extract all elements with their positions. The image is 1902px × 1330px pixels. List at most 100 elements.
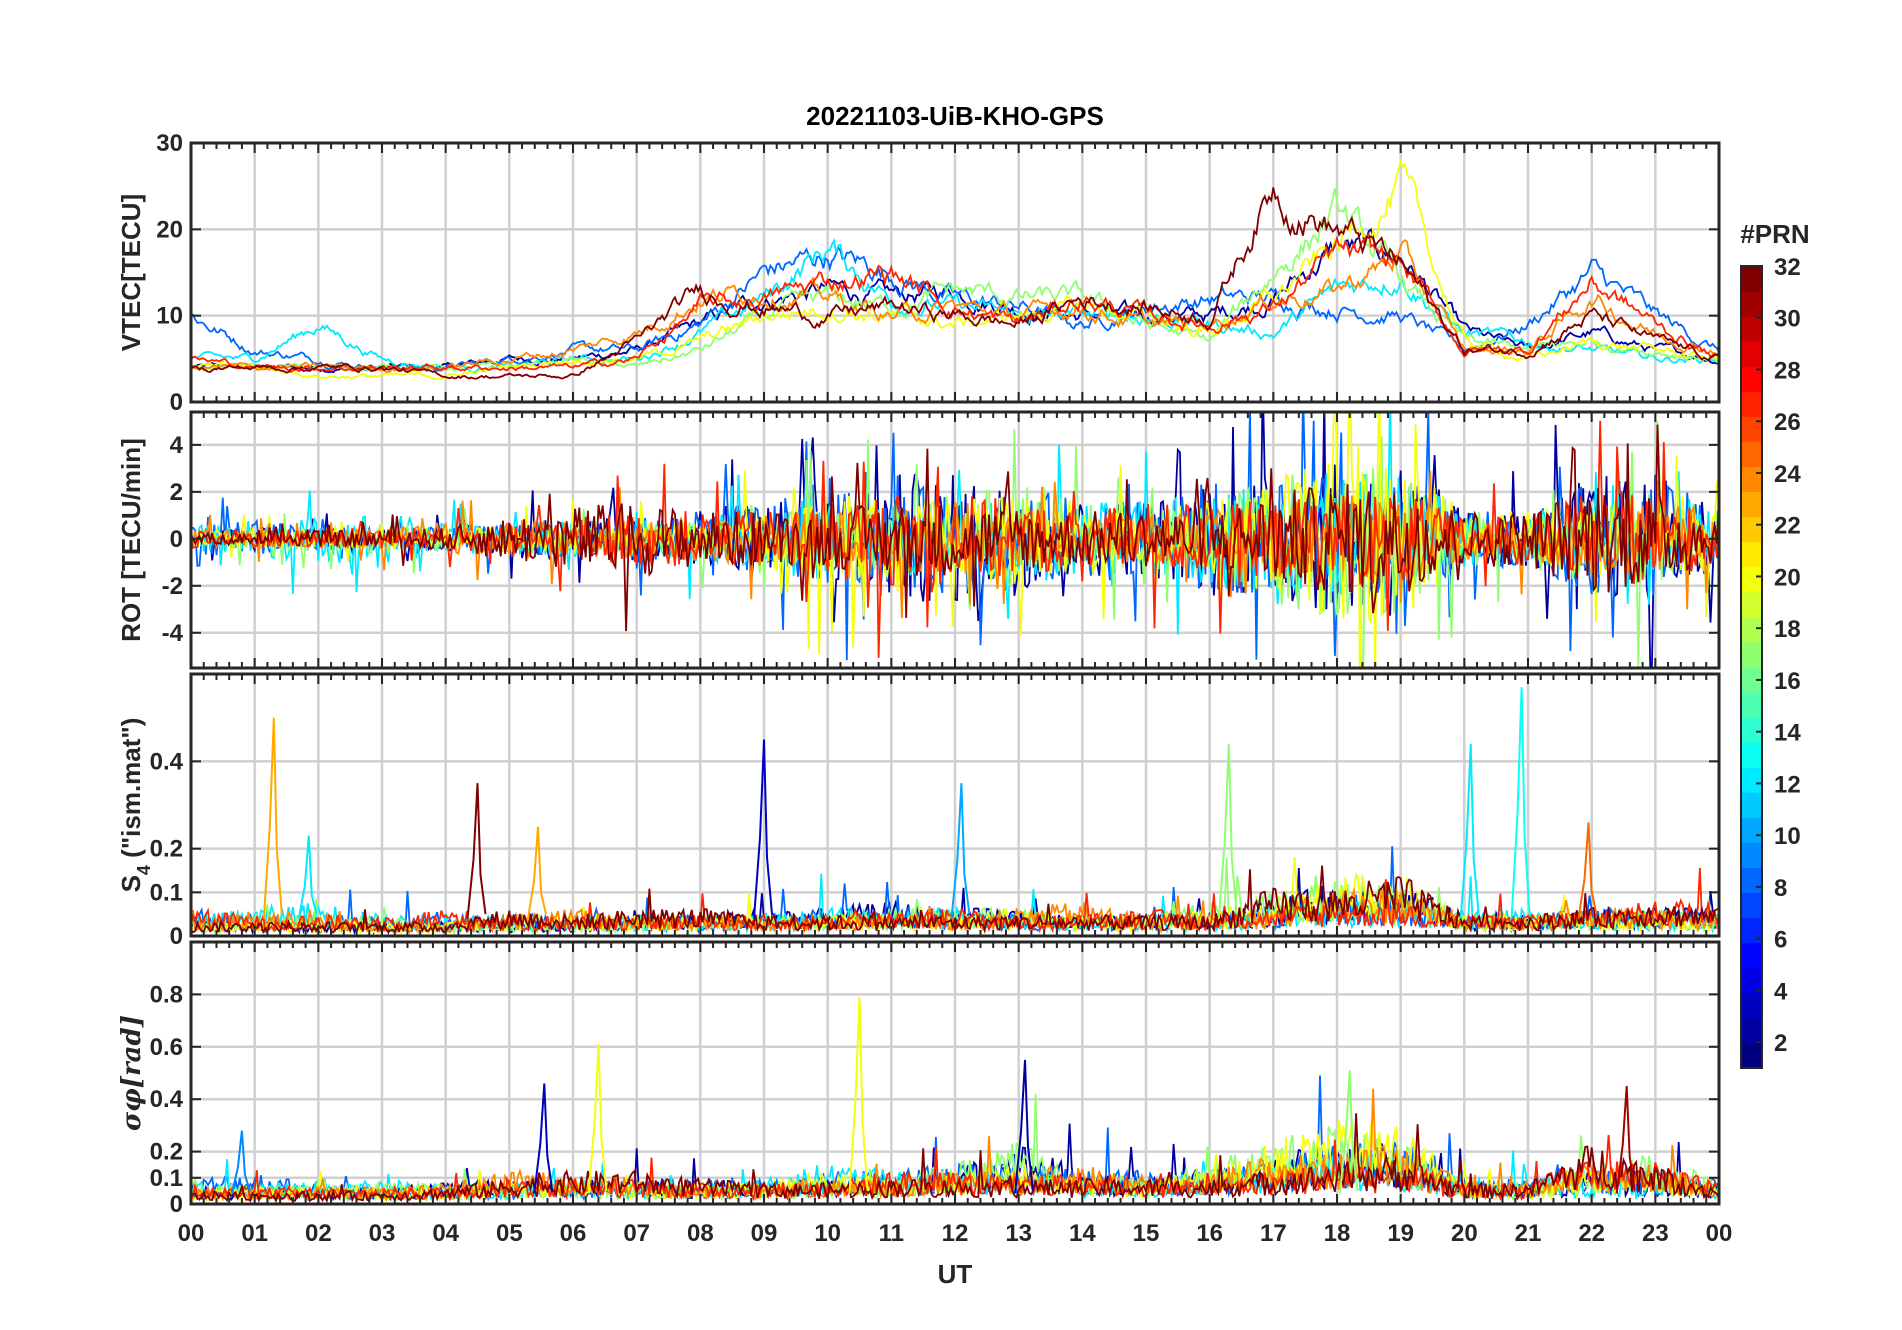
y-tick-label: 0.2 xyxy=(150,836,183,863)
colorbar-segment xyxy=(1741,717,1762,743)
y-axis-label: ROT [TECU/min] xyxy=(116,438,146,642)
colorbar-tick-label: 22 xyxy=(1774,513,1801,540)
panel-rot: -4 -2 0 2 4 ROT [TECU/min] xyxy=(116,410,1721,670)
colorbar-tick-label: 12 xyxy=(1774,771,1801,798)
series-group xyxy=(191,412,1719,668)
colorbar-tick-label: 30 xyxy=(1774,306,1801,333)
y-tick-label: 0 xyxy=(170,923,183,950)
peak-prn-20 xyxy=(587,1044,608,1194)
series-line-prn-32 xyxy=(191,187,1719,380)
colorbar-segment xyxy=(1741,1042,1762,1069)
y-axis-label: VTEC[TECU] xyxy=(116,194,146,351)
colorbar-segment xyxy=(1741,591,1762,618)
x-tick-label: 00 xyxy=(178,1220,205,1247)
x-tick-label: 07 xyxy=(623,1220,650,1247)
x-tick-label: 13 xyxy=(1005,1220,1032,1247)
x-tick-label: 04 xyxy=(432,1220,459,1247)
colorbar-tick-label: 18 xyxy=(1774,616,1801,643)
peak-prn-10 xyxy=(950,783,971,919)
y-tick-label: 0.6 xyxy=(150,1034,183,1061)
colorbar-segment xyxy=(1741,892,1762,919)
x-tick-label: 11 xyxy=(879,1220,904,1247)
colorbar-segment xyxy=(1741,1017,1762,1044)
colorbar-segment xyxy=(1741,967,1762,994)
colorbar-tick-label: 16 xyxy=(1774,668,1801,695)
x-tick-label: 01 xyxy=(241,1220,268,1247)
colorbar-tick-label: 10 xyxy=(1774,823,1801,850)
y-label-rest: ("ism.mat") xyxy=(116,718,146,865)
colorbar-tick-label: 2 xyxy=(1774,1030,1787,1057)
y-tick-label: 20 xyxy=(156,216,183,243)
panel-sigma-phi: 00.10.2 0.4 0.6 0.8σφ[rad] xyxy=(117,940,1721,1218)
y-axis-label: S4 ("ism.mat") xyxy=(116,718,154,893)
colorbar-segment xyxy=(1741,366,1762,392)
peak-prn-17 xyxy=(1217,743,1238,919)
colorbar-segment xyxy=(1741,516,1762,543)
peak-prn-20 xyxy=(848,996,869,1194)
y-label-main: S xyxy=(116,875,146,892)
y-tick-label: -2 xyxy=(162,573,183,600)
panel-s4: 00.10.20.4S4 ("ism.mat") xyxy=(116,672,1721,950)
x-tick-label: 16 xyxy=(1196,1220,1223,1247)
y-tick-label: 0 xyxy=(170,526,183,553)
y-tick-label: 0.2 xyxy=(150,1139,183,1166)
series-group xyxy=(191,158,1719,381)
colorbar-segment xyxy=(1741,817,1762,843)
colorbar-segment xyxy=(1741,641,1762,668)
colorbar-tick-label: 32 xyxy=(1774,254,1801,281)
colorbar-segment xyxy=(1741,792,1762,818)
x-tick-label: 14 xyxy=(1069,1220,1096,1247)
y-tick-label: 0 xyxy=(170,1191,183,1218)
y-tick-label: 0.8 xyxy=(150,981,183,1008)
peak-prn-25 xyxy=(1577,822,1598,919)
colorbar-frame xyxy=(1740,265,1763,1069)
peak-prn-12 xyxy=(297,835,318,919)
x-tick-label: 02 xyxy=(305,1220,332,1247)
series-group xyxy=(191,687,1719,936)
x-tick-labels: 00 01 02 03 04 05 06 07 08 09 10 11 12 13 14 15 16 17 18 19… xyxy=(178,1220,1733,1247)
series-line-prn-32 xyxy=(191,424,1719,632)
colorbar-segment xyxy=(1741,842,1762,868)
x-tick-label: 19 xyxy=(1387,1220,1414,1247)
series-line-prn-27 xyxy=(191,420,1719,658)
series-line-prn-24 xyxy=(191,1088,1719,1203)
y-axis-label: σφ[rad] xyxy=(117,1015,147,1131)
y-tick-label: -4 xyxy=(162,620,184,647)
colorbar-segment xyxy=(1741,466,1762,493)
x-tick-label: 00 xyxy=(1706,1220,1733,1247)
peak-prn-17 xyxy=(1338,1070,1359,1194)
chart-title: 20221103-UiB-KHO-GPS xyxy=(806,101,1104,131)
x-tick-label: 23 xyxy=(1642,1220,1669,1247)
colorbar-segment xyxy=(1741,692,1762,718)
x-tick-label: 21 xyxy=(1515,1220,1542,1247)
series-line-prn-8 xyxy=(191,245,1719,372)
x-tick-label: 08 xyxy=(687,1220,714,1247)
colorbar-tick-label: 26 xyxy=(1774,409,1801,436)
x-tick-label: 06 xyxy=(560,1220,587,1247)
colorbar-segment xyxy=(1741,566,1762,593)
x-tick-label: 20 xyxy=(1451,1220,1478,1247)
colorbar-segment xyxy=(1741,992,1762,1019)
colorbar-segment xyxy=(1741,391,1762,417)
colorbar-segment xyxy=(1741,491,1762,518)
colorbar-segment xyxy=(1741,917,1762,944)
colorbar-tick-label: 20 xyxy=(1774,564,1801,591)
colorbar-tick-label: 6 xyxy=(1774,927,1787,954)
colorbar-tick-label: 8 xyxy=(1774,875,1787,902)
x-tick-label: 22 xyxy=(1578,1220,1605,1247)
y-label-sub: 4 xyxy=(134,865,154,875)
y-tick-label: 0.1 xyxy=(150,1165,183,1192)
x-tick-label: 18 xyxy=(1324,1220,1351,1247)
colorbar-segment xyxy=(1741,541,1762,568)
colorbar-segment xyxy=(1741,742,1762,768)
y-tick-label: 0 xyxy=(170,389,183,416)
colorbar-tick-label: 28 xyxy=(1774,357,1801,384)
colorbar-tick-label: 24 xyxy=(1774,461,1801,488)
peak-prn-3 xyxy=(533,1083,554,1194)
colorbar-segment xyxy=(1741,416,1762,442)
peak-prn-12 xyxy=(1459,743,1480,919)
peak-prn-23 xyxy=(527,826,547,919)
x-tick-label: 03 xyxy=(369,1220,396,1247)
y-tick-label: 10 xyxy=(156,303,183,330)
